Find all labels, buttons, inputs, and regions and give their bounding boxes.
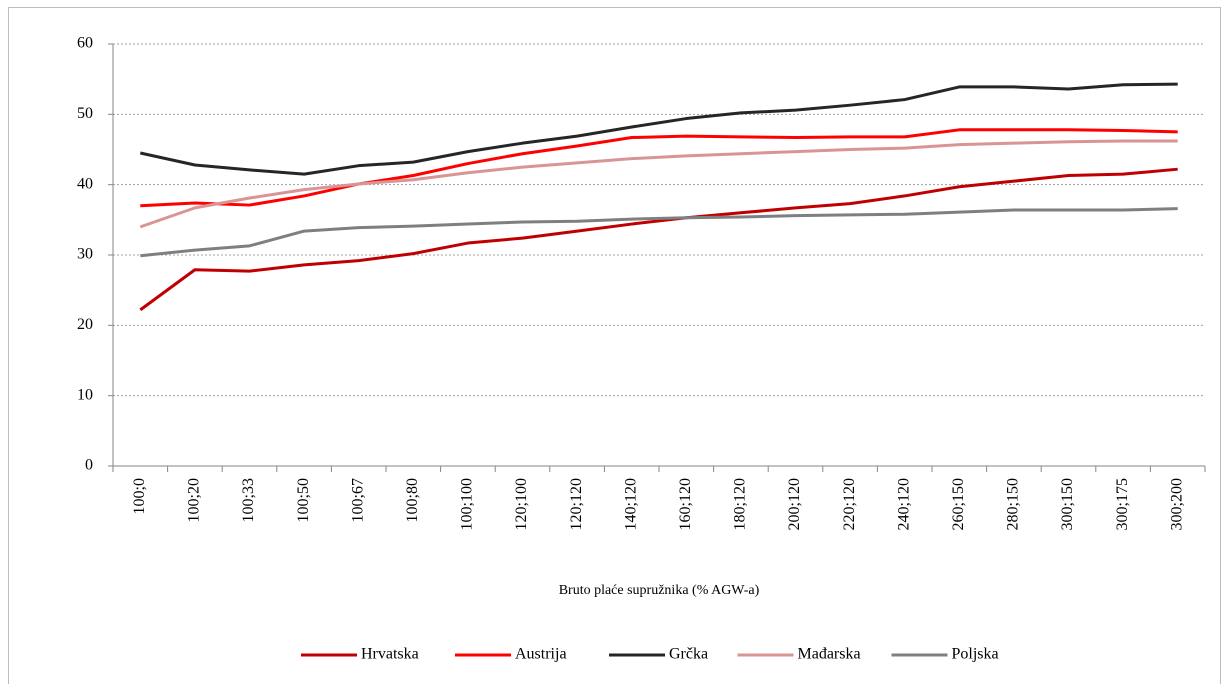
x-tick-label: 100;67 xyxy=(349,478,366,522)
x-tick-label: 100;80 xyxy=(404,478,421,522)
y-tick-label: 0 xyxy=(85,457,93,474)
x-tick-label: 140;120 xyxy=(622,478,639,530)
y-tick-label: 60 xyxy=(77,35,93,52)
x-tick-label: 200;120 xyxy=(786,478,803,530)
x-tick-label: 100;33 xyxy=(240,478,257,522)
x-tick-label: 300;200 xyxy=(1168,478,1185,530)
x-tick-label: 300;175 xyxy=(1114,478,1131,530)
x-tick-label: 120;120 xyxy=(568,478,585,530)
y-tick-label: 50 xyxy=(77,105,93,122)
series-line xyxy=(139,82,1178,176)
series-line xyxy=(140,128,1178,208)
x-tick-label: 180;120 xyxy=(732,478,749,530)
x-tick-label: 220;120 xyxy=(841,478,858,530)
x-tick-label: 100;100 xyxy=(459,478,476,530)
series-line xyxy=(140,207,1178,258)
x-tick-label: 260;150 xyxy=(950,478,967,530)
chart-border xyxy=(8,7,1221,684)
legend-label: Austrija xyxy=(515,646,567,663)
x-tick-label: 100;50 xyxy=(295,478,312,522)
x-tick-label: 280;150 xyxy=(1005,478,1022,530)
y-tick-label: 30 xyxy=(77,246,93,263)
series-line xyxy=(139,139,1178,229)
legend-label: Hrvatska xyxy=(361,646,419,663)
legend-label: Mađarska xyxy=(798,646,861,663)
x-tick-label: 100;20 xyxy=(186,478,203,522)
x-tick-label: 100;0 xyxy=(131,478,148,514)
legend-label: Poljska xyxy=(952,646,999,663)
legend-label: Grčka xyxy=(669,646,708,663)
y-tick-label: 40 xyxy=(77,175,93,192)
x-tick-label: 160;120 xyxy=(677,478,694,530)
x-tick-label: 120;100 xyxy=(513,478,530,530)
y-tick-label: 20 xyxy=(77,316,93,333)
y-tick-label: 10 xyxy=(77,386,93,403)
x-tick-label: 240;120 xyxy=(895,478,912,530)
x-axis-label: Bruto plaće supružnika (% AGW-a) xyxy=(559,583,760,598)
series-line xyxy=(139,167,1178,312)
x-tick-label: 300;150 xyxy=(1059,478,1076,530)
